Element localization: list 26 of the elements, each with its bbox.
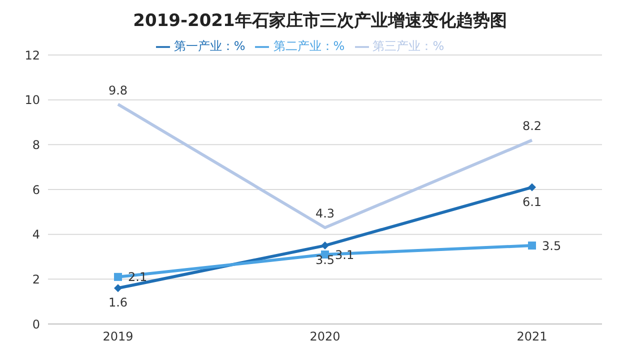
- data-label: 3.5: [315, 253, 335, 268]
- y-tick-label: 12: [24, 48, 40, 62]
- legend-label: 第二产业：%: [273, 39, 345, 53]
- point: [528, 183, 536, 192]
- y-tick-label: 2: [32, 272, 40, 286]
- data-label: 8.2: [522, 119, 542, 134]
- x-tick-label: 2020: [310, 330, 340, 344]
- y-tick-label: 8: [32, 138, 40, 152]
- y-tick-label: 6: [32, 182, 40, 197]
- data-label: 6.1: [522, 194, 542, 209]
- point: [528, 242, 536, 250]
- y-tick-label: 10: [24, 93, 40, 108]
- legend-label: 第三产业：%: [372, 39, 444, 53]
- data-label: 1.6: [108, 296, 128, 310]
- y-tick-label: 0: [32, 317, 40, 332]
- y-tick-label: 4: [32, 228, 40, 242]
- point: [114, 284, 122, 292]
- x-tick-label: 2019: [102, 330, 134, 344]
- legend-label: 第一产业：%: [174, 39, 246, 53]
- data-label: 9.8: [108, 83, 128, 98]
- chart-title: 2019-2021年石家庄市三次产业增速变化趋势图: [132, 10, 508, 33]
- point: [321, 242, 329, 250]
- data-label: 3.5: [542, 238, 562, 253]
- data-label: 4.3: [315, 206, 335, 221]
- x-tick-label: 2021: [516, 330, 548, 344]
- point: [114, 272, 122, 281]
